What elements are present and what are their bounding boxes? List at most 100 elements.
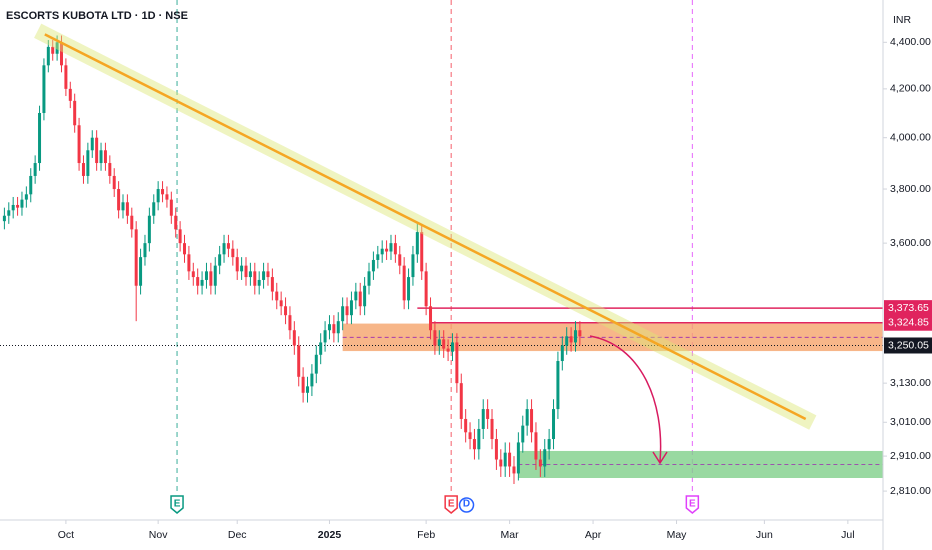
candle-body (248, 271, 252, 278)
candle-body (380, 248, 384, 255)
candle-body (402, 265, 406, 301)
candle-body (55, 42, 59, 54)
candle-body (468, 432, 472, 440)
candle-body (244, 265, 248, 278)
candle-body (235, 257, 239, 272)
candle-body (573, 330, 577, 343)
candle-body (521, 425, 525, 443)
candle-body (130, 215, 134, 230)
x-tick-label: Nov (149, 529, 168, 541)
axes: Oct Nov Dec 2025 Feb Mar Apr May Jun Jul 4,400.00 4… (58, 36, 932, 541)
candle-body (477, 428, 481, 450)
y-tick-label: 3,800.00 (890, 183, 931, 195)
candle-body (24, 194, 28, 200)
candle-body (60, 42, 64, 66)
candle-body (464, 418, 468, 433)
candle-body (253, 271, 257, 286)
y-tick-label: 3,600.00 (890, 237, 931, 249)
candle-body (183, 243, 187, 255)
candle-body (345, 306, 349, 316)
y-tick-label: 4,400.00 (890, 36, 931, 48)
candle-body (42, 65, 46, 113)
candle-body (358, 291, 362, 307)
candle-body (99, 150, 103, 164)
candle-body (222, 243, 226, 255)
candle-body (323, 330, 327, 343)
candle-body (7, 210, 11, 216)
candle-body (77, 125, 81, 164)
candle-body (565, 336, 569, 346)
candle-body (169, 199, 173, 216)
candle-body (112, 175, 116, 190)
candle-body (547, 439, 551, 450)
x-tick-label: May (667, 529, 688, 541)
candle-body (376, 254, 380, 260)
candle-body (363, 285, 367, 307)
candle-body (486, 409, 490, 419)
candle-body (508, 452, 512, 467)
candle-body (569, 336, 573, 343)
candle-body (407, 277, 411, 301)
candle-body (288, 315, 292, 331)
candle-body (393, 243, 397, 255)
candle-body (349, 300, 353, 316)
event-badge (458, 497, 475, 513)
candle-body (472, 439, 476, 450)
y-tick-label: 3,010.00 (890, 416, 931, 428)
candle-body (275, 291, 279, 301)
candle-body (420, 232, 424, 272)
candle-body (121, 202, 125, 211)
candle-body (20, 199, 24, 208)
candle-body (534, 432, 538, 460)
x-tick-label: Oct (58, 529, 74, 541)
candle-body (442, 339, 446, 349)
event-badge (170, 495, 184, 514)
price-label-box (884, 337, 932, 354)
event-label: E (689, 499, 696, 510)
x-tick-label: Apr (585, 529, 602, 541)
candle-body (503, 452, 507, 467)
candle-body (371, 259, 375, 272)
event-label: D (463, 499, 470, 510)
candle-body (512, 466, 516, 474)
candle-body (552, 409, 556, 440)
candle-body (226, 243, 230, 249)
candle-body (178, 229, 182, 244)
candle-body (156, 189, 160, 203)
trendline (44, 33, 807, 421)
candle-body (270, 277, 274, 292)
candle-body (108, 163, 112, 176)
x-tick-label: Dec (228, 529, 247, 541)
candle-body (38, 112, 42, 164)
candle-body (191, 271, 195, 278)
candle-body (578, 330, 582, 337)
candle-body (538, 459, 542, 467)
candle-body (336, 321, 340, 334)
candle-body (279, 300, 283, 307)
event-badge (444, 495, 458, 514)
candle-body (292, 330, 296, 346)
candle-body (389, 243, 393, 252)
price-label: 3,373.65 (888, 302, 929, 314)
candle-body (411, 254, 415, 278)
candle-body (64, 65, 68, 89)
candle-body (240, 265, 244, 272)
candle-body (2, 215, 6, 222)
candle-body (29, 175, 33, 195)
candle-body (147, 215, 151, 244)
candle-body (415, 232, 419, 255)
candle-body (139, 257, 143, 286)
projection-arrow (589, 335, 662, 463)
projection-arrowhead (652, 451, 668, 465)
candle-body (165, 194, 169, 200)
candle-body (297, 345, 301, 377)
x-tick-label: Mar (501, 529, 520, 541)
price-label: 3,324.85 (888, 316, 929, 328)
candle-body (46, 46, 50, 66)
candle-body (11, 204, 15, 211)
candle-body (68, 88, 72, 101)
candle-body (152, 202, 156, 216)
candle-body (490, 418, 494, 440)
candle-body (455, 342, 459, 384)
